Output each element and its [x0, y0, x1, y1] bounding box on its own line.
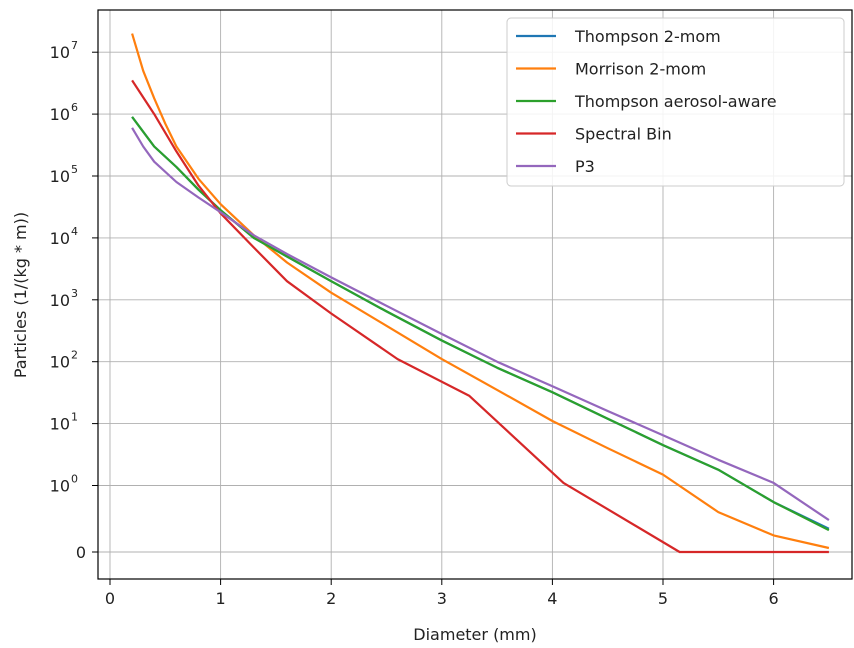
x-tick-label: 0 — [105, 589, 115, 608]
y-tick-exponent: 7 — [71, 39, 78, 52]
plot-frame — [97, 9, 853, 580]
y-tick-label: 10 — [50, 291, 70, 310]
legend-label: P3 — [575, 157, 595, 176]
y-tick-exponent: 2 — [71, 349, 78, 362]
y-tick-exponent: 5 — [71, 163, 78, 176]
series-line-1 — [131, 33, 830, 550]
y-tick-label: 10 — [50, 167, 70, 186]
x-tick-label: 3 — [437, 589, 447, 608]
x-axis-label: Diameter (mm) — [413, 625, 536, 644]
y-tick-label: 0 — [76, 543, 86, 562]
y-tick-exponent: 0 — [71, 473, 78, 486]
y-tick-label: 10 — [50, 229, 70, 248]
y-tick-exponent: 1 — [71, 411, 78, 424]
legend: Thompson 2-mom Morrison 2-mom Thompson aer… — [506, 17, 845, 187]
x-tick-label: 2 — [326, 589, 336, 608]
legend-label: Thompson 2-mom — [574, 27, 721, 46]
y-tick-exponent: 3 — [71, 287, 78, 300]
legend-label: Thompson aerosol-aware — [574, 92, 777, 111]
y-tick-label: 10 — [50, 105, 70, 124]
y-tick-label: 10 — [50, 415, 70, 434]
y-axis-label: Particles (1/(kg * m)) — [11, 212, 30, 378]
legend-label: Spectral Bin — [575, 125, 672, 144]
y-tick-label: 10 — [50, 353, 70, 372]
legend-box — [506, 17, 845, 187]
y-tick-exponent: 6 — [71, 101, 78, 114]
series-line-4 — [131, 127, 830, 522]
x-tick-label: 4 — [547, 589, 557, 608]
y-tick-label: 10 — [50, 477, 70, 496]
series-line-2 — [131, 116, 830, 532]
x-tick-label: 5 — [658, 589, 668, 608]
series-line-3 — [131, 79, 829, 554]
x-tick-label: 1 — [216, 589, 226, 608]
series-lines — [131, 33, 830, 554]
x-tick-label: 6 — [769, 589, 779, 608]
y-tick-label: 10 — [50, 43, 70, 62]
legend-label: Morrison 2-mom — [575, 60, 706, 79]
y-tick-exponent: 4 — [71, 225, 78, 238]
grid — [98, 10, 852, 579]
